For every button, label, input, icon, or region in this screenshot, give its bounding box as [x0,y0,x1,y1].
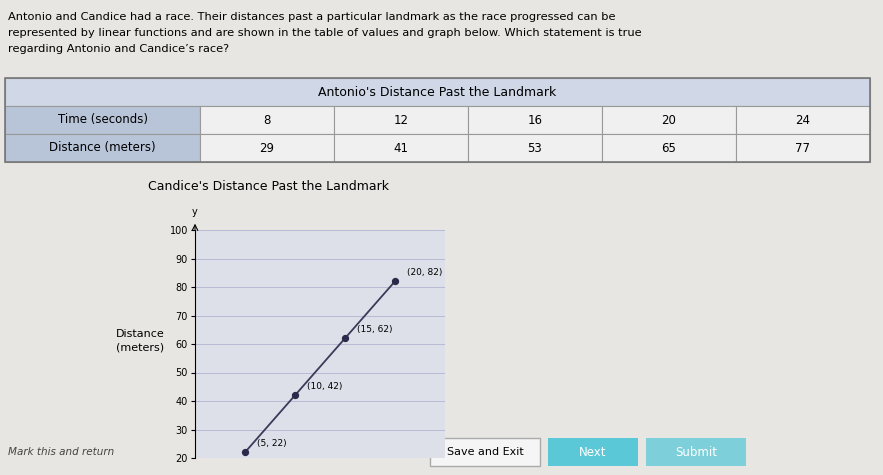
Bar [548,438,638,466]
Text: 41: 41 [394,142,409,154]
Text: Antonio and Candice had a race. Their distances past a particular landmark as th: Antonio and Candice had a race. Their di… [8,12,615,22]
Text: 24: 24 [796,114,811,126]
Point [338,334,352,342]
Point [238,448,252,456]
Bar [468,106,602,134]
Text: (10, 42): (10, 42) [307,382,343,391]
Bar [200,106,334,134]
Bar [468,134,602,162]
Text: 12: 12 [394,114,409,126]
Text: 29: 29 [260,142,275,154]
Text: Time (seconds): Time (seconds) [57,114,147,126]
Text: 8: 8 [263,114,271,126]
Bar [602,134,736,162]
Text: Distance (meters): Distance (meters) [49,142,155,154]
Bar [5,106,200,134]
Text: 20: 20 [661,114,676,126]
Text: (15, 62): (15, 62) [357,325,393,334]
Bar [736,134,870,162]
Bar [334,134,468,162]
Text: Distance: Distance [116,329,164,339]
Text: Save and Exit: Save and Exit [447,447,524,457]
Bar [5,134,200,162]
Text: 77: 77 [796,142,811,154]
Bar [602,106,736,134]
Text: 53: 53 [528,142,542,154]
Text: regarding Antonio and Candice’s race?: regarding Antonio and Candice’s race? [8,44,229,54]
Text: (20, 82): (20, 82) [407,268,442,277]
Point [288,391,302,399]
Text: 65: 65 [661,142,676,154]
Text: 16: 16 [527,114,542,126]
Text: Antonio's Distance Past the Landmark: Antonio's Distance Past the Landmark [319,86,556,98]
Text: Next: Next [579,446,607,458]
Bar [736,106,870,134]
Text: (meters): (meters) [116,342,164,352]
Bar [200,134,334,162]
Text: Submit: Submit [675,446,717,458]
Text: (5, 22): (5, 22) [257,439,287,448]
Point [388,277,402,285]
Text: y: y [192,208,198,218]
Text: Mark this and return: Mark this and return [8,447,114,457]
Bar [334,106,468,134]
Text: represented by linear functions and are shown in the table of values and graph b: represented by linear functions and are … [8,28,642,38]
Text: Candice's Distance Past the Landmark: Candice's Distance Past the Landmark [148,180,389,193]
Bar [5,78,870,162]
Bar [5,78,870,106]
Bar [646,438,746,466]
Bar [430,438,540,466]
